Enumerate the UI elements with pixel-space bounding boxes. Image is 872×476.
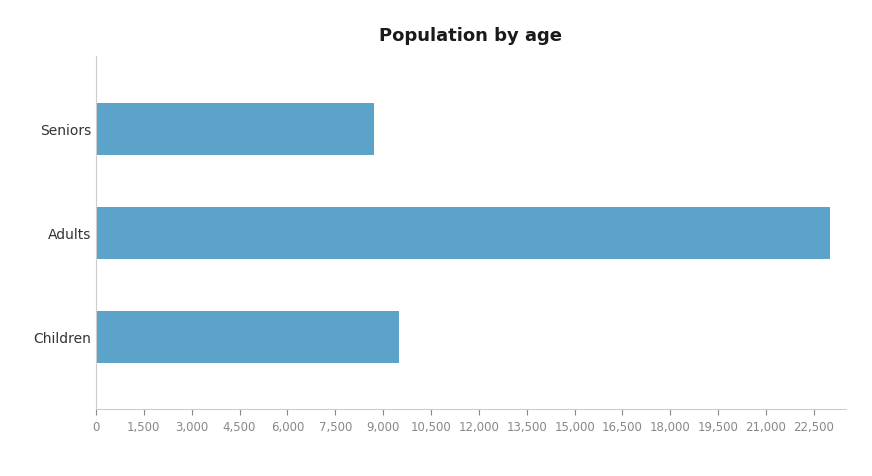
Bar: [96, 311, 399, 363]
Bar: [96, 104, 373, 156]
Title: Population by age: Population by age: [379, 27, 562, 44]
Bar: [96, 208, 830, 259]
